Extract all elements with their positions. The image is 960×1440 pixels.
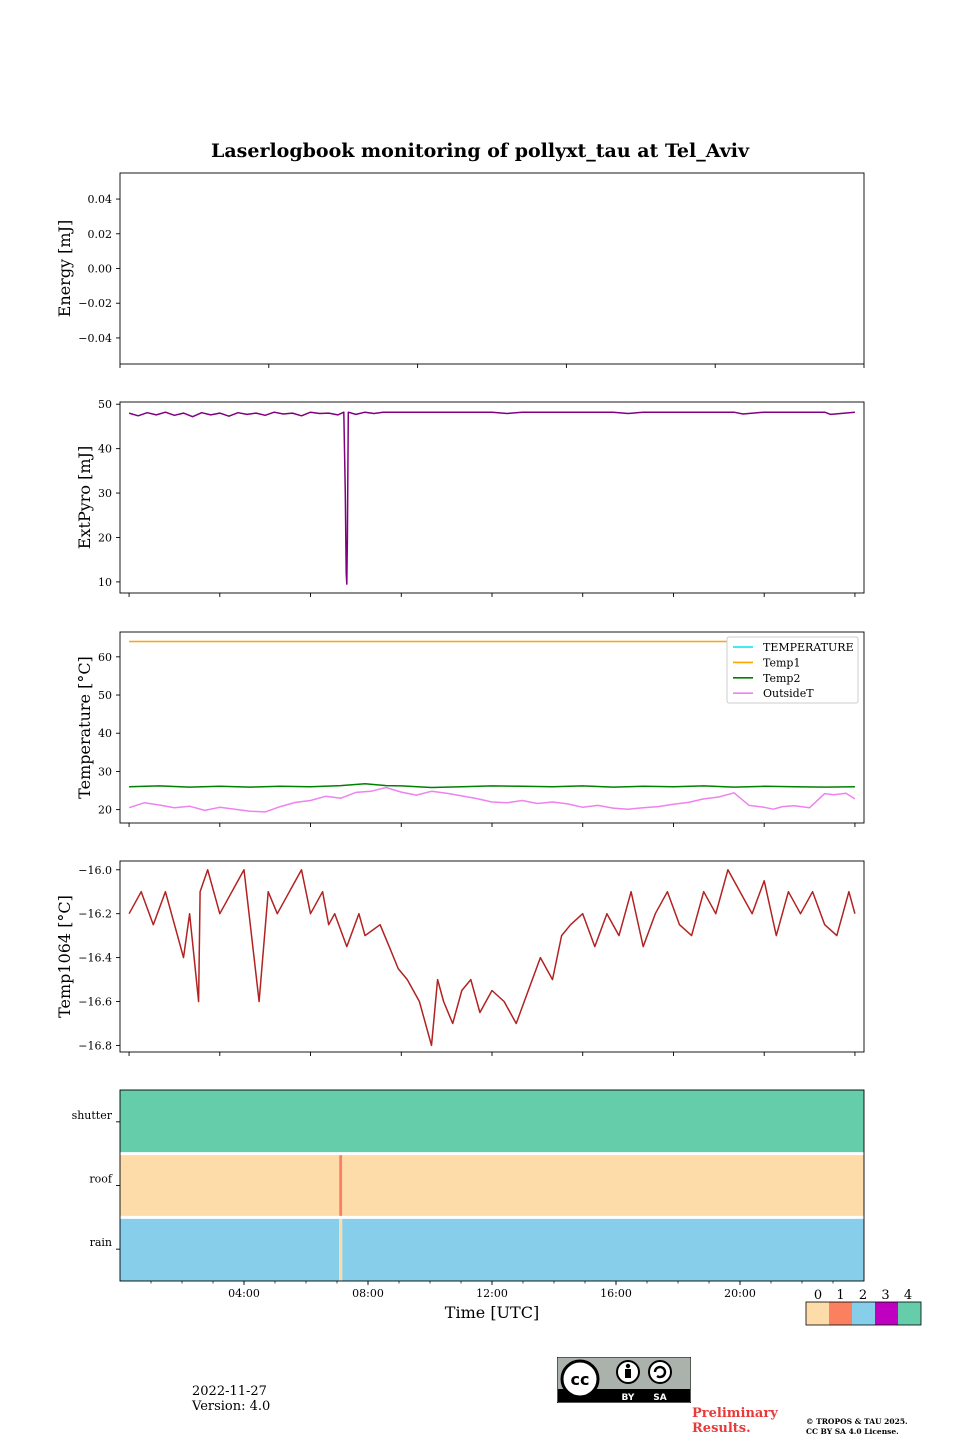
footer-date: 2022-11-27 — [192, 1384, 267, 1399]
axes-frame — [119, 860, 865, 1053]
legend-label: TEMPERATURE — [763, 641, 854, 654]
flag-cell-rain — [342, 1217, 864, 1281]
y-axis-label: Temperature [°C] — [75, 656, 94, 799]
axes-frame — [119, 172, 865, 365]
y-tick-label: 0.02 — [88, 228, 113, 241]
y-tick-label: 30 — [98, 487, 112, 500]
panel-energy: 0.04 0.02 0.00 −0.02 −0.04 Energy [mJ] — [55, 172, 865, 368]
y-tick-label: −16.2 — [78, 908, 112, 921]
y-tick-label: 0.04 — [88, 193, 113, 206]
colorbar-cell — [875, 1302, 898, 1325]
x-tick-label: 08:00 — [352, 1287, 384, 1300]
y-tick-label: 50 — [98, 398, 112, 411]
x-tick-label: 20:00 — [724, 1287, 756, 1300]
colorbar-label: 4 — [904, 1288, 912, 1303]
flag-cell-roof — [339, 1153, 343, 1218]
row-label-roof: roof — [89, 1173, 113, 1186]
y-tick-label: −16.8 — [78, 1039, 112, 1052]
y-tick-label: 0.00 — [88, 263, 113, 276]
series-line-outsidet — [128, 786, 856, 813]
row-label-shutter: shutter — [72, 1109, 113, 1122]
x-axis-label: Time [UTC] — [445, 1303, 539, 1322]
legend-box — [726, 636, 859, 704]
series-line-extpyro — [128, 411, 855, 585]
colorbar-label: 3 — [881, 1288, 889, 1303]
flag-cell-roof — [120, 1153, 340, 1218]
y-tick-label: 20 — [98, 804, 112, 817]
panel-flags: shutter roof rain 04:00 08:00 12:00 16:00 20:00… — [72, 1089, 865, 1322]
flag-cell-roof — [342, 1153, 864, 1218]
y-tick-label: 50 — [98, 689, 112, 702]
series-line-temp1064 — [128, 869, 856, 1047]
y-tick-label: −16.6 — [78, 996, 112, 1009]
y-tick-label: 60 — [98, 651, 112, 664]
sa-badge-text: SA — [653, 1393, 666, 1403]
colorbar-cell — [806, 1302, 829, 1325]
copyright-line: © TROPOS & TAU 2025. — [806, 1417, 908, 1426]
x-tick-label: 16:00 — [600, 1287, 632, 1300]
legend-label: Temp2 — [763, 672, 800, 685]
cc-badge-text: cc — [571, 1370, 590, 1389]
panel-temp1064: −16.0 −16.2 −16.4 −16.6 −16.8 Temp1064 [°C] — [55, 860, 865, 1056]
flag-cell-rain — [339, 1217, 343, 1281]
legend-label: Temp1 — [763, 656, 800, 669]
y-axis-label: Energy [mJ] — [55, 220, 74, 318]
axes-frame — [119, 401, 865, 594]
y-axis-label: ExtPyro [mJ] — [75, 446, 94, 549]
colorbar-frame — [805, 1301, 922, 1326]
x-tick-label: 04:00 — [228, 1287, 260, 1300]
panel-extpyro: 50 40 30 20 10 ExtPyro [mJ] — [75, 398, 865, 597]
preliminary-label: Preliminary — [692, 1406, 778, 1421]
y-tick-label: −0.04 — [78, 332, 112, 345]
y-tick-label: −0.02 — [78, 297, 112, 310]
series-line-temp2 — [129, 782, 855, 789]
panel-temperature: 60 50 40 30 20 Temperature [°C] TEMPERATURE Tem… — [75, 631, 865, 827]
y-tick-label: 20 — [98, 531, 112, 544]
chart-title: Laserlogbook monitoring of pollyxt_tau a… — [210, 140, 749, 162]
cc-by-sa-license-icon: cc BY SA — [557, 1357, 691, 1403]
preliminary-label-2: Results. — [692, 1421, 751, 1436]
flag-cell-rain — [120, 1217, 340, 1281]
row-label-rain: rain — [90, 1236, 112, 1249]
flag-cell-shutter — [120, 1090, 864, 1154]
legend-label: OutsideT — [763, 687, 814, 700]
by-badge-text: BY — [622, 1393, 635, 1403]
y-tick-label: 30 — [98, 765, 112, 778]
colorbar-cell — [852, 1302, 875, 1325]
y-tick-label: 40 — [98, 443, 112, 456]
colorbar-label: 2 — [859, 1288, 867, 1303]
colorbar-cell — [898, 1302, 921, 1325]
y-tick-label: −16.0 — [78, 864, 112, 877]
colorbar-label: 0 — [814, 1288, 822, 1303]
y-axis-label: Temp1064 [°C] — [55, 895, 74, 1018]
y-tick-label: −16.4 — [78, 952, 112, 965]
colorbar-label: 1 — [836, 1288, 844, 1303]
footer-version: Version: 4.0 — [192, 1399, 271, 1414]
x-tick-label: 12:00 — [476, 1287, 508, 1300]
y-tick-label: 40 — [98, 727, 112, 740]
y-tick-label: 10 — [98, 576, 112, 589]
colorbar-cell — [829, 1302, 852, 1325]
license-line: CC BY SA 4.0 License. — [806, 1427, 899, 1436]
